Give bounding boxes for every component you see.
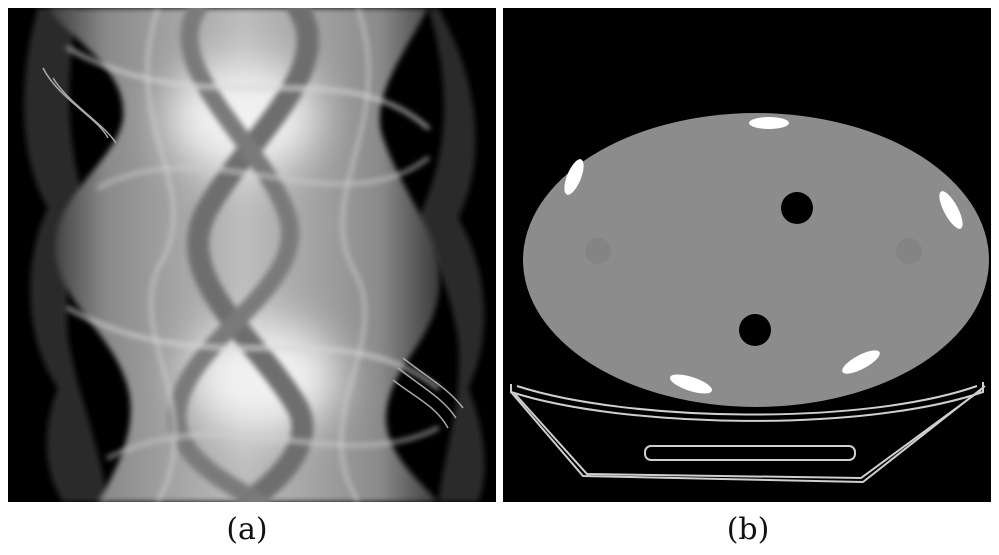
air-insert-top	[781, 192, 813, 224]
panel-a-caption: (a)	[226, 512, 268, 547]
sinogram-image	[8, 8, 496, 502]
phantom-body	[523, 113, 989, 407]
sinogram-panel	[8, 8, 496, 502]
air-insert-bottom	[739, 314, 771, 346]
patient-table	[510, 382, 986, 484]
panel-b-caption: (b)	[726, 512, 770, 547]
ct-slice-panel	[503, 8, 991, 502]
ct-slice-image	[503, 8, 991, 502]
